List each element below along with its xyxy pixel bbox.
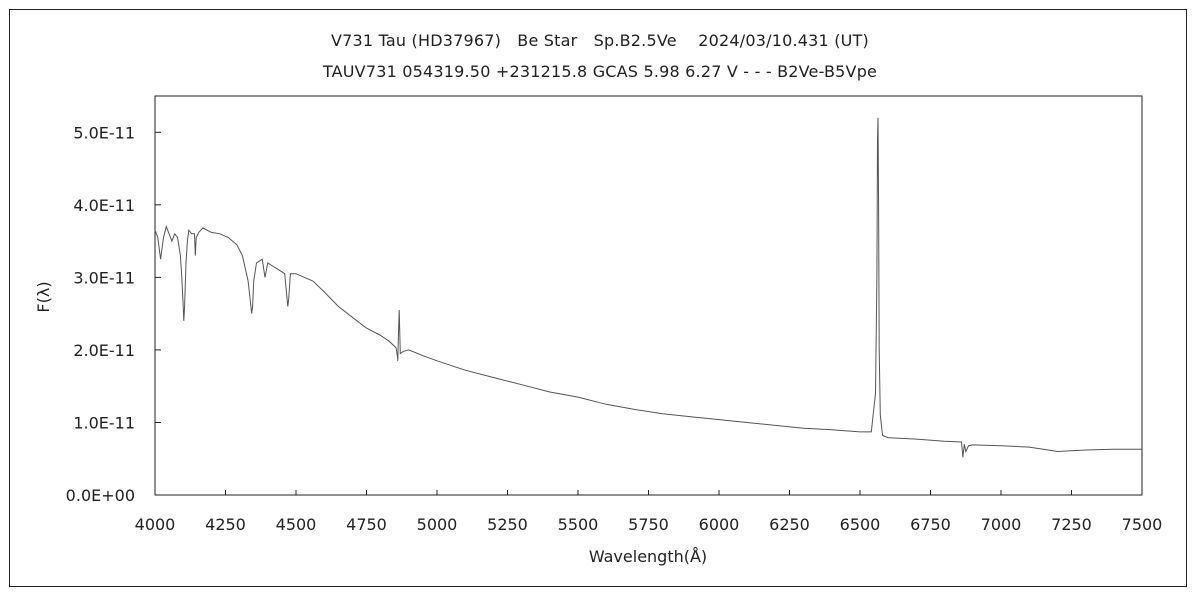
x-tick-label: 5000 bbox=[417, 515, 458, 534]
x-tick-label: 7500 bbox=[1122, 515, 1163, 534]
y-tick-label: 3.0E-11 bbox=[73, 268, 135, 287]
x-tick-label: 5250 bbox=[487, 515, 528, 534]
x-tick-label: 7250 bbox=[1051, 515, 1092, 534]
x-tick-label: 4000 bbox=[135, 515, 176, 534]
y-axis-ticks: 0.0E+00 1.0E-11 2.0E-11 3.0E-11 4.0E-11 5.0E-… bbox=[66, 123, 161, 505]
x-axis-label: Wavelength(Å) bbox=[589, 547, 707, 566]
x-tick-label: 5750 bbox=[628, 515, 669, 534]
y-axis-label: F(λ) bbox=[34, 281, 53, 312]
y-tick-label: 4.0E-11 bbox=[73, 196, 135, 215]
chart-title: V731 Tau (HD37967) Be Star Sp.B2.5Ve 202… bbox=[331, 31, 869, 50]
plot-area bbox=[154, 95, 1143, 496]
y-tick-label: 0.0E+00 bbox=[66, 486, 135, 505]
y-tick-label: 1.0E-11 bbox=[73, 413, 135, 432]
x-tick-label: 6250 bbox=[769, 515, 810, 534]
x-tick-label: 6750 bbox=[910, 515, 951, 534]
y-tick-label: 5.0E-11 bbox=[73, 123, 135, 142]
x-axis-ticks: 4000 4250 4500 4750 5000 5250 5500 5750 6000 6250… bbox=[135, 490, 1163, 534]
x-tick-label: 5500 bbox=[558, 515, 599, 534]
chart-subtitle: TAUV731 054319.50 +231215.8 GCAS 5.98 6.… bbox=[322, 62, 878, 81]
chart-frame bbox=[9, 9, 1187, 587]
y-tick-label: 2.0E-11 bbox=[73, 341, 135, 360]
x-tick-label: 4250 bbox=[205, 515, 246, 534]
x-tick-label: 6000 bbox=[699, 515, 740, 534]
x-tick-label: 4750 bbox=[346, 515, 387, 534]
x-tick-label: 4500 bbox=[276, 515, 317, 534]
spectrum-line bbox=[154, 117, 1142, 458]
x-tick-label: 7000 bbox=[981, 515, 1022, 534]
x-tick-label: 6500 bbox=[840, 515, 881, 534]
